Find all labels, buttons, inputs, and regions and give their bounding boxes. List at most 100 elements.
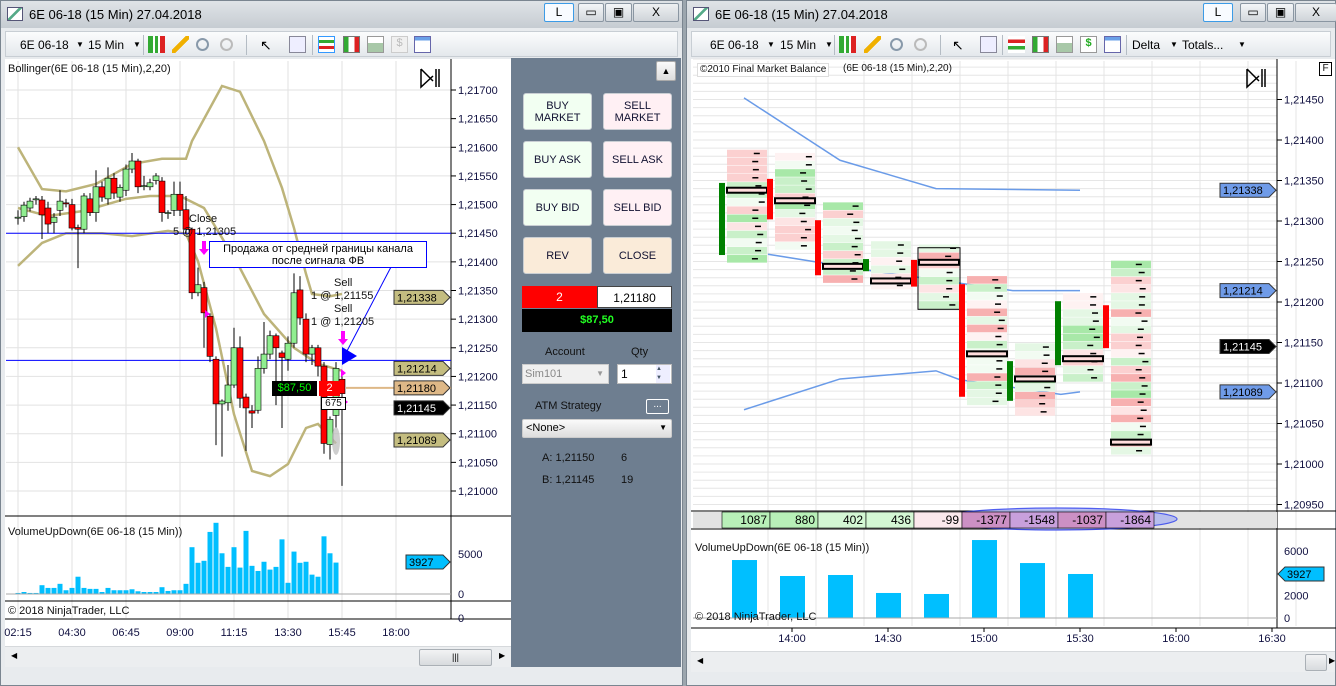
text-note-box[interactable]: Продажа от средней границы канала после … [209,241,427,268]
delta-selector[interactable]: Delta [1132,38,1161,52]
sell-bid-button[interactable]: SELL BID [603,189,672,226]
layout-button[interactable]: L [1203,3,1233,22]
sub-panel-tick-label: 0 [458,613,464,625]
chevron-down-icon[interactable]: ▼ [767,40,775,49]
chevron-down-icon[interactable]: ▼ [76,40,84,49]
scrollbar-thumb[interactable] [1305,654,1327,671]
title-bar[interactable]: 6E 06-18 (15 Min) 27.04.2018 L ▭ ▣ X [687,1,1336,28]
footprint-cell [775,225,815,234]
position-badge[interactable]: 2 [319,381,340,396]
indicators-icon[interactable] [1056,36,1073,53]
buy-market-button[interactable]: BUY MARKET [523,93,592,130]
sell-execution-detail: 1 @ 1,21155 [311,290,374,302]
rev-button[interactable]: REV [523,237,592,274]
footprint-cell [1063,317,1103,325]
zoom-in-icon[interactable] [196,38,209,51]
chevron-down-icon[interactable]: ▼ [825,40,833,49]
bar-chart-icon[interactable] [343,36,360,53]
close-button[interactable]: CLOSE [603,237,672,274]
footprint-cell [775,201,815,210]
scroll-right-icon[interactable]: ▶ [1329,656,1336,665]
title-bar[interactable]: 6E 06-18 (15 Min) 27.04.2018 L ▭ ▣ X [1,1,682,28]
magnifier-icon[interactable] [289,36,306,53]
footprint-cell [1111,398,1151,406]
volume-bar [93,588,99,594]
footprint-value [1138,271,1145,274]
chart-trader-icon[interactable] [318,36,335,53]
right-chart-canvas[interactable]: 1,21450 1,21400 1,21350 1,21300 1,21250 1,212… [687,1,1336,661]
footprint-value [994,311,1001,313]
footprint-value [804,204,811,207]
candle-body [188,228,196,294]
bar-chart-icon[interactable] [1032,36,1049,53]
maximize-button[interactable]: ▣ [605,3,632,22]
candlestick-style-icon[interactable] [839,36,856,53]
sell-ask-button[interactable]: SELL ASK [603,141,672,178]
zoom-out-icon[interactable] [220,38,233,51]
cursor-pointer-icon[interactable]: ↖ [952,37,964,53]
maximize-button[interactable]: ▣ [1267,3,1294,22]
account-select[interactable]: Sim101 ▼ [522,364,609,384]
ticks-badge: 675 [321,397,346,410]
close-button[interactable]: X [1295,3,1336,22]
poc-box [726,186,768,194]
delta-value: 1087 [740,513,767,527]
sell-arrow-icon [199,241,209,255]
buy-ask-button[interactable]: BUY ASK [523,141,592,178]
delta-value: -1548 [1024,513,1055,527]
corner-badge[interactable]: F [1319,62,1332,76]
atm-strategy-select[interactable]: <None> ▼ [522,419,672,438]
minimize-button[interactable]: ▭ [578,3,604,22]
zoom-out-icon[interactable] [914,38,927,51]
scrollbar-thumb[interactable]: ||| [419,649,492,666]
scroll-left-icon[interactable]: ◀ [11,651,18,660]
chevron-down-icon[interactable]: ▼ [1238,40,1246,49]
candlestick-style-icon[interactable] [148,36,165,53]
instrument-selector[interactable]: 6E 06-18 [710,38,759,52]
qty-stepper[interactable]: 1 ▲ ▼ [617,364,672,384]
strategy-icon[interactable]: $ [391,36,408,53]
close-button[interactable]: X [633,3,679,22]
indicators-icon[interactable] [367,36,384,53]
footprint-cell [967,332,1007,341]
left-chart-canvas[interactable]: 02:15 04:30 06:45 09:00 11:15 13:30 15:45 18:00… [1,1,511,651]
cursor-pointer-icon[interactable]: ↖ [260,37,272,53]
delta-value: -99 [942,513,960,527]
pencil-draw-icon[interactable] [172,36,189,53]
pencil-draw-icon[interactable] [864,36,881,53]
minimize-button[interactable]: ▭ [1240,3,1266,22]
scroll-left-icon[interactable]: ◀ [697,656,704,665]
properties-icon[interactable] [414,36,431,53]
strategy-icon[interactable]: $ [1080,36,1097,53]
unrealized-pnl: $87,50 [522,309,672,332]
price-marker-label: 1,21089 [1223,387,1263,399]
layout-button[interactable]: L [544,3,574,22]
atm-settings-button[interactable]: ... [646,399,669,414]
magnifier-icon[interactable] [980,36,997,53]
volume-bar [105,587,111,594]
footprint-cell [1111,446,1151,455]
chevron-down-icon[interactable]: ▼ [133,40,141,49]
candle-body [284,342,292,360]
instrument-selector[interactable]: 6E 06-18 [20,38,69,52]
horizontal-scrollbar[interactable]: ◀ ||| ▶ [5,646,511,667]
footprint-cell [1015,343,1055,351]
chevron-down-icon[interactable]: ▼ [1170,40,1178,49]
horizontal-scrollbar[interactable]: ◀ ▶ [691,651,1335,672]
sell-market-button[interactable]: SELL MARKET [603,93,672,130]
collapse-up-icon[interactable]: ▲ [656,61,676,81]
scroll-right-icon[interactable]: ▶ [499,651,506,660]
properties-icon[interactable] [1104,36,1121,53]
candle-body [212,358,220,405]
zoom-in-icon[interactable] [890,38,903,51]
candle-body [104,177,112,200]
chart-area[interactable] [5,59,511,646]
footprint-cell [1111,293,1151,301]
interval-selector[interactable]: 15 Min [780,38,817,52]
footprint-value [1138,352,1145,355]
stepper-arrows-icon[interactable]: ▲ ▼ [656,365,670,383]
totals-selector[interactable]: Totals... [1182,38,1224,52]
chart-trader-icon[interactable] [1008,36,1025,53]
buy-bid-button[interactable]: BUY BID [523,189,592,226]
interval-selector[interactable]: 15 Min [88,38,125,52]
